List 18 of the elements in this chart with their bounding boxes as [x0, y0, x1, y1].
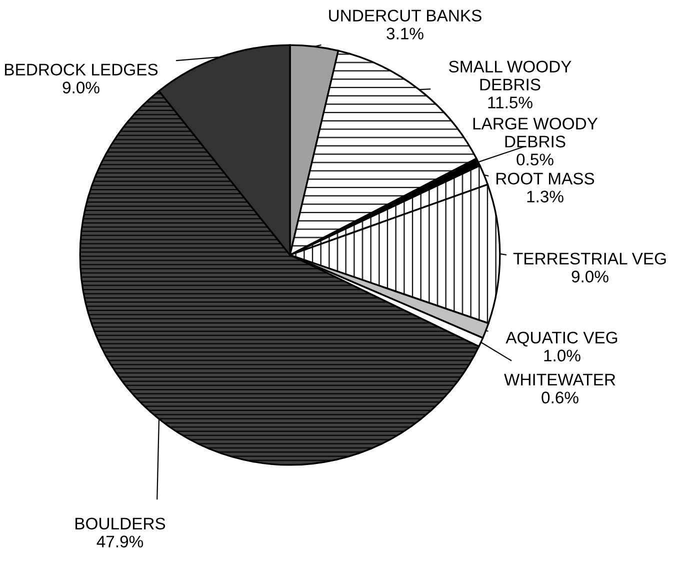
data-label: 9.0%: [62, 82, 100, 94]
slice-label: UNDERCUT BANKS: [329, 10, 482, 22]
slice-label: ROOT MASS: [496, 172, 594, 184]
slice-label: AQUATIC VEG: [506, 332, 618, 346]
data-label: 11.5%: [488, 96, 532, 108]
data-label: 0.5%: [516, 154, 554, 166]
slice-label: TERRESTRIAL VEG: [513, 252, 666, 264]
slice-label: WHITEWATER: [504, 374, 616, 386]
slice-label: BEDROCK LEDGES: [5, 64, 158, 76]
data-label: 3.1%: [386, 28, 424, 40]
data-label: 9.0%: [572, 270, 608, 282]
slice-label: BOULDERS: [76, 518, 166, 530]
slice-label: SMALL WOODY DEBRIS: [449, 60, 572, 90]
data-label: 47.9%: [96, 536, 144, 548]
data-label: 0.6%: [542, 392, 578, 404]
data-label: 1.0%: [544, 350, 580, 362]
data-label: 1.3%: [527, 190, 564, 202]
slice-label: LARGE WOODY DEBRIS: [473, 118, 598, 148]
